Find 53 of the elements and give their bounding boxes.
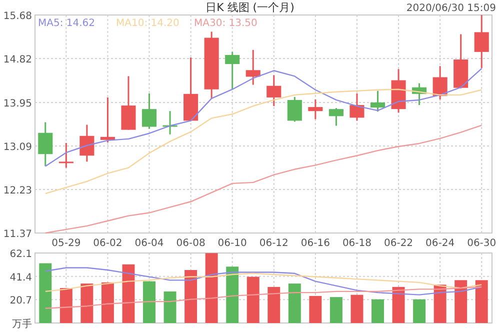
- bar: [184, 270, 198, 323]
- y-tick-label: 15.68: [3, 11, 32, 22]
- bar: [434, 284, 446, 323]
- y-tick-label: 13.09: [3, 142, 32, 153]
- x-tick-label: 06-08: [176, 238, 206, 249]
- bar: [39, 263, 52, 323]
- bar: [80, 284, 94, 323]
- text: 2020/06/30 15:09: [406, 3, 496, 14]
- x-tick-label: 06-30: [467, 238, 496, 249]
- bar: [101, 282, 114, 323]
- x-tick-label: 06-16: [300, 238, 330, 249]
- bar: [122, 264, 135, 323]
- y-tick-label: 12.23: [3, 186, 32, 196]
- bar: [372, 299, 384, 323]
- text: MA5: 14.62: [38, 18, 96, 29]
- y-tick-label: 11.37: [3, 229, 32, 240]
- chart-title: 日K 线图 (一个月): [206, 1, 294, 14]
- bar: [392, 286, 405, 323]
- x-tick-label: 06-10: [218, 238, 247, 249]
- bar: [246, 276, 260, 323]
- line-series: [44, 272, 482, 292]
- line-series: [44, 286, 482, 309]
- x-tick-label: 06-22: [384, 238, 414, 249]
- x-tick-label: 05-29: [52, 238, 81, 249]
- bar: [288, 284, 301, 323]
- line-series: [44, 68, 482, 167]
- bar: [143, 281, 156, 323]
- y-tick-label: 62.1: [10, 249, 32, 260]
- bar: [164, 291, 176, 323]
- bar: [475, 280, 488, 323]
- y-tick-label: 20.7: [10, 296, 32, 307]
- bar: [226, 266, 239, 323]
- bar: [413, 299, 426, 323]
- text: MA10: 14.20: [116, 18, 180, 29]
- bar: [350, 294, 364, 323]
- line-series: [44, 124, 482, 234]
- x-tick-label: 06-24: [426, 238, 455, 249]
- y-tick-label: 41.4: [10, 272, 32, 284]
- x-tick-label: 06-12: [259, 238, 288, 249]
- bar: [454, 280, 468, 323]
- x-tick-label: 06-18: [342, 238, 372, 249]
- line-series: [44, 267, 482, 296]
- bar: [60, 288, 72, 323]
- bar: [330, 297, 342, 323]
- y-tick-label: 13.95: [3, 98, 32, 110]
- x-tick-label: 06-02: [93, 238, 122, 249]
- y-tick-label: 14.82: [3, 54, 32, 66]
- text: MA30: 13.50: [194, 18, 258, 29]
- bar: [205, 253, 218, 323]
- x-tick-label: 06-04: [134, 238, 164, 249]
- bar: [268, 286, 280, 323]
- bar: [309, 296, 322, 323]
- y-tick-label: 万手: [12, 318, 32, 330]
